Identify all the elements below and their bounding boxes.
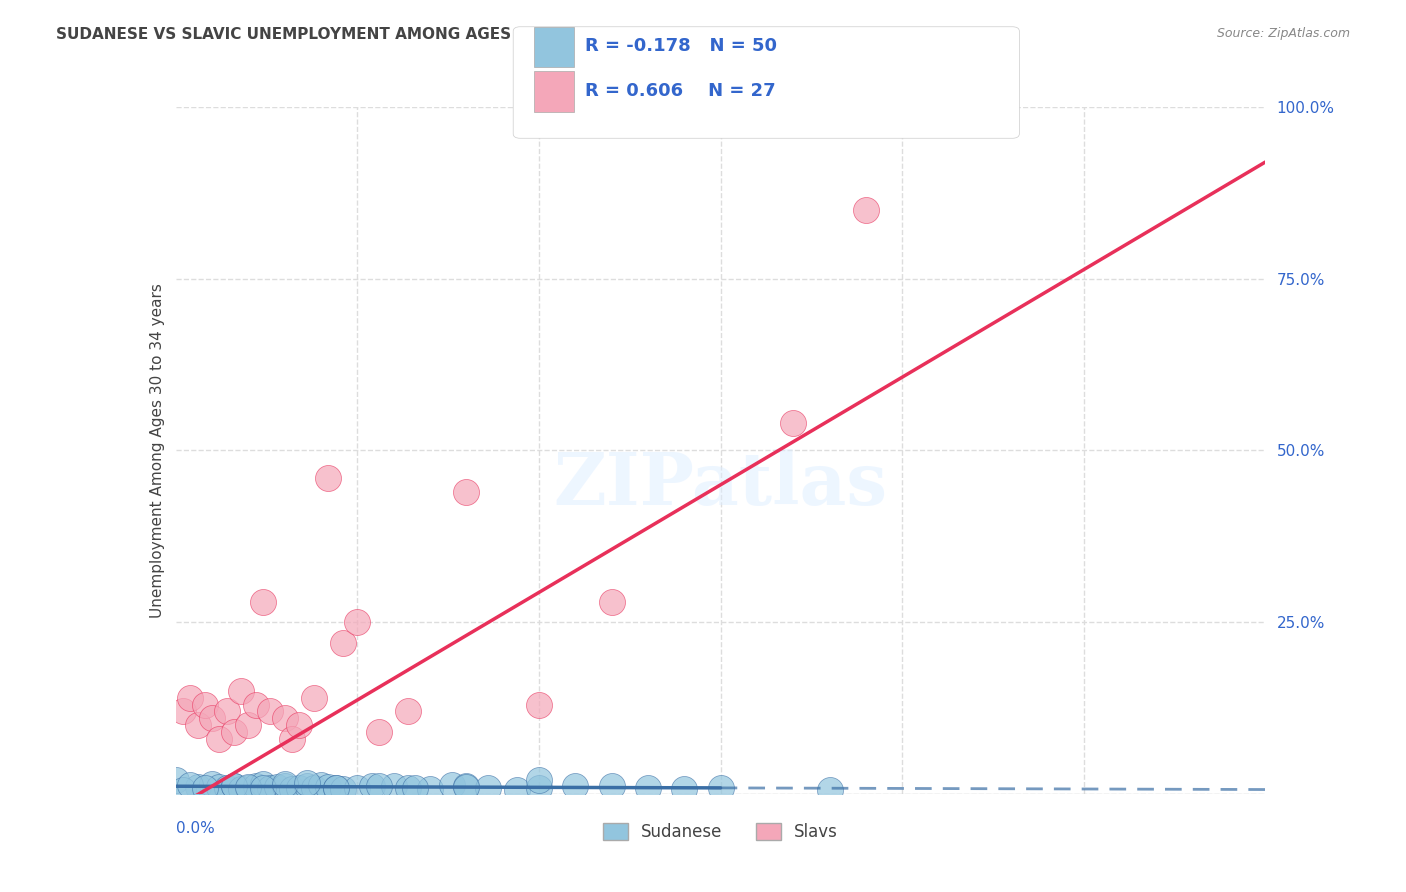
Point [396,705,419,719]
Point [274,779,297,793]
Point [564,779,586,793]
Point [252,781,274,796]
Text: ZIPatlas: ZIPatlas [554,450,887,520]
Point [332,782,354,797]
Point [295,780,318,794]
Point [274,777,297,791]
Point [245,698,267,712]
Point [325,780,347,795]
Point [600,594,623,608]
Point [179,778,201,792]
Point [252,776,274,790]
Point [288,780,311,795]
Point [201,711,224,725]
Point [245,780,267,794]
Point [440,778,463,792]
Point [325,780,347,795]
Point [259,781,281,796]
Point [281,782,304,797]
Legend: Sudanese, Slavs: Sudanese, Slavs [596,816,845,847]
Text: R = 0.606    N = 27: R = 0.606 N = 27 [585,82,776,100]
Point [332,636,354,650]
Point [194,698,217,712]
Point [782,416,804,430]
Point [456,780,478,794]
Point [208,731,231,746]
Point [172,783,194,797]
Point [318,471,340,485]
Point [506,782,529,797]
Point [222,725,245,739]
Point [259,705,281,719]
Point [346,615,368,630]
Point [405,781,427,796]
Point [231,683,253,698]
Point [238,780,260,794]
Point [368,725,391,739]
Point [710,780,733,795]
Point [527,698,550,712]
Point [186,718,209,732]
Point [456,484,478,499]
Point [208,780,231,794]
Point [215,705,238,719]
Point [382,779,405,793]
Point [527,773,550,788]
Point [309,778,332,792]
Point [179,690,201,705]
Point [302,690,325,705]
Point [222,779,245,793]
Point [281,731,304,746]
Point [673,782,696,797]
Point [818,783,841,797]
Point [165,773,187,788]
Text: SUDANESE VS SLAVIC UNEMPLOYMENT AMONG AGES 30 TO 34 YEARS CORRELATION CHART: SUDANESE VS SLAVIC UNEMPLOYMENT AMONG AG… [56,27,842,42]
Point [288,718,311,732]
Point [266,780,288,794]
Text: R = -0.178   N = 50: R = -0.178 N = 50 [585,37,778,55]
Point [368,779,391,793]
Point [172,705,194,719]
Point [360,780,382,794]
Point [194,780,217,795]
Point [477,780,499,795]
Point [302,781,325,796]
Point [252,594,274,608]
Y-axis label: Unemployment Among Ages 30 to 34 years: Unemployment Among Ages 30 to 34 years [149,283,165,618]
Point [231,782,253,797]
Point [201,776,224,790]
Text: Source: ZipAtlas.com: Source: ZipAtlas.com [1216,27,1350,40]
Text: 0.0%: 0.0% [176,822,215,837]
Point [600,780,623,794]
Point [527,781,550,796]
Point [186,780,209,794]
Point [396,780,419,795]
Point [637,780,659,795]
Point [295,776,318,790]
Point [318,780,340,794]
Point [222,779,245,793]
Point [419,782,441,797]
Point [215,781,238,796]
Point [346,780,368,795]
Point [238,718,260,732]
Point [456,780,478,794]
Point [274,711,297,725]
Point [238,780,260,795]
Point [855,203,877,218]
